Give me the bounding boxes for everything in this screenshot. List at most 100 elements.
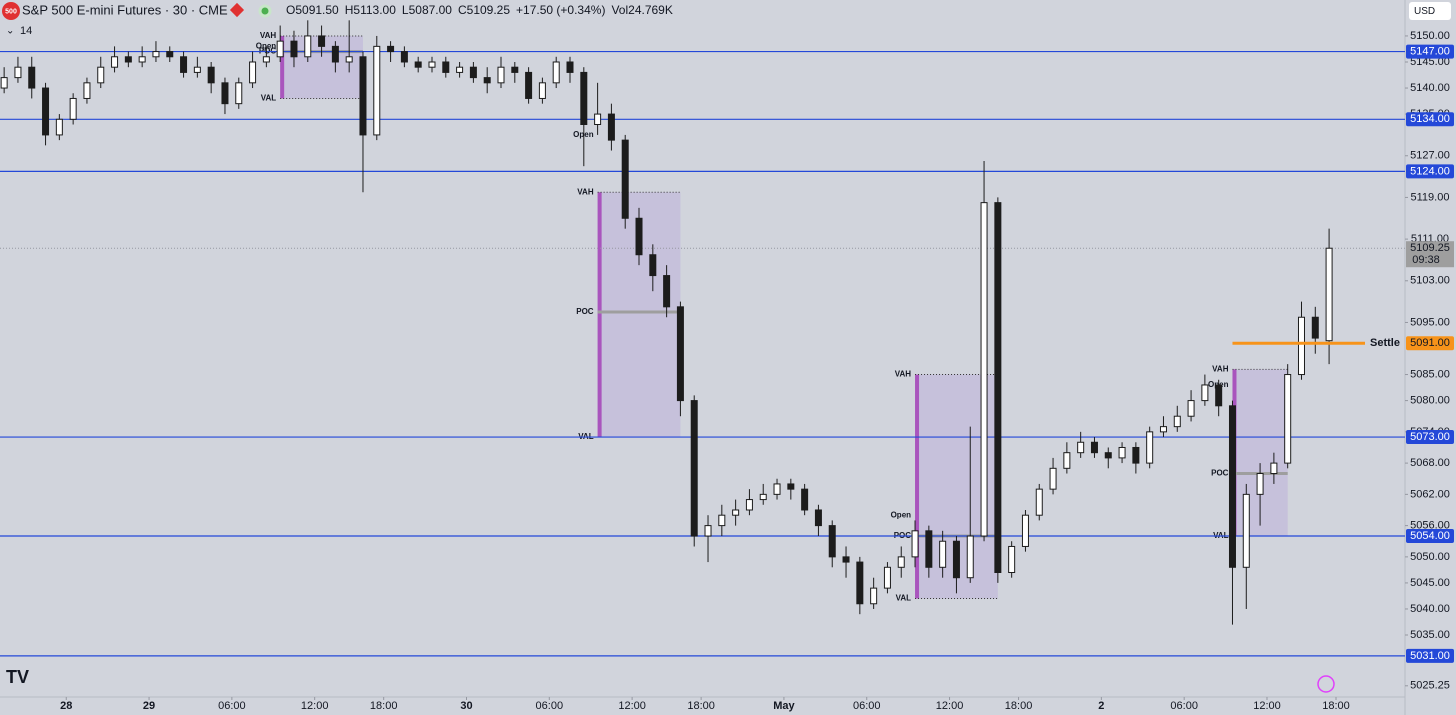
candle-body [1187,400,1195,417]
settle-label: 5091.00 [1410,337,1450,349]
candle-body [221,82,229,105]
y-tick-label: 5103.00 [1410,275,1450,287]
candle-body [1077,441,1085,454]
candle-body [649,254,657,277]
candle-body [635,217,643,256]
candle-body [152,51,160,58]
candle-body [138,56,146,63]
candle-body [842,556,850,563]
candle-body [1021,514,1029,547]
level-label: 5134.00 [1410,113,1450,125]
candle-body [207,66,215,84]
x-tick-label: 18:00 [370,700,398,712]
candle-body [538,82,546,99]
volume-label: Vol [611,3,628,17]
candle-body [966,535,974,579]
y-tick-label: 5127.00 [1410,150,1450,162]
x-tick-label: 12:00 [618,700,646,712]
level-label-box [1406,648,1454,663]
candle-body [814,509,822,527]
currency[interactable]: USD [1414,6,1435,17]
level-label-box [1406,430,1454,445]
y-tick-label: 5056.00 [1410,520,1450,532]
candle-body [745,499,753,511]
symbol-badge-text: 500 [5,8,17,15]
y-tick-label: 5150.00 [1410,30,1450,42]
candle-body [456,66,464,73]
change: +17.50 (+0.34%) [516,3,605,17]
y-tick-label: 5095.00 [1410,316,1450,328]
open-label: Open [256,41,277,50]
candle-body [952,540,960,579]
x-tick-label: 28 [60,700,72,712]
chart-title: S&P 500 E-mini Futures · 30 · CME [22,2,228,17]
candle-body [621,139,629,219]
candle-body [414,61,422,68]
candle-body [607,113,615,141]
candle-body [1173,415,1181,428]
y-tick-label: 5035.00 [1410,629,1450,641]
level-label-box [1406,529,1454,544]
profile-bar [915,374,920,599]
candle-body [387,45,395,53]
candle-body [1063,452,1071,469]
y-tick-label: 5080.00 [1410,394,1450,406]
plot-area: VAHPOCVALOpenVAHPOCVALOpenVAHPOCVALOpenV… [0,20,1405,657]
candle-body [97,66,105,84]
candle-body [511,66,519,73]
level-label: 5124.00 [1410,165,1450,177]
stat-label: O [286,3,295,17]
stat-value: 5091.50 [295,3,339,17]
stat-value: 5113.00 [353,3,396,17]
collapse-icon: ⌄ [6,26,14,37]
x-tick-label: 06:00 [853,700,881,712]
candle-body [1270,462,1278,475]
currency-box[interactable] [1409,2,1451,20]
candle-body [304,35,312,58]
candle-body [925,530,933,568]
candle-body [994,202,1002,573]
stat-value: 5087.00 [409,3,453,17]
profile-bar [280,35,285,99]
x-tick-label: 06:00 [536,700,564,712]
candle-body [1090,441,1098,454]
x-tick-label: 12:00 [936,700,964,712]
candle-body [856,561,864,605]
level-label-box [1406,44,1454,59]
candle-body [594,113,602,126]
candle-body [180,56,188,73]
x-tick-label: 18:00 [687,700,715,712]
candle-body [249,61,257,84]
candle-body [759,493,767,501]
candle-body [124,56,132,63]
status-dot [258,4,272,18]
y-tick-label: 5140.00 [1410,82,1450,94]
candle-body [428,61,436,68]
candle-body [787,483,795,490]
candle-body [1132,446,1140,464]
val-label: VAL [261,94,277,103]
candle-body [1325,247,1333,342]
level-label: 5054.00 [1410,530,1450,542]
x-tick-label: May [773,700,795,712]
header: 500 S&P 500 E-mini Futures · 30 · CME O5… [2,2,673,37]
ohlc-stats: O5091.50 H5113.00 L5087.00 C5109.25 +17.50 (… [286,3,673,17]
indicator-setting: 14 [20,25,32,37]
vah-label: VAH [577,187,594,196]
candle-body [497,66,505,84]
candle-body [55,118,63,136]
candle-body [773,483,781,495]
alert-icon[interactable] [1317,675,1335,693]
x-tick-label: 29 [143,700,155,712]
candle-body [69,97,77,120]
stat-label: C [458,3,467,17]
candle-body [400,51,408,63]
candle-body [1104,452,1112,459]
x-tick-label: 12:00 [1253,700,1281,712]
candle-body [235,82,243,105]
x-tick-label: 30 [460,700,472,712]
y-tick-label: 5040.00 [1410,603,1450,615]
candle-body [345,56,353,63]
stat-label: H [345,3,354,17]
